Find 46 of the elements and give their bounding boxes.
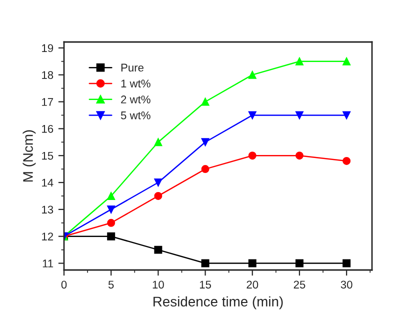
y-tick-label: 14	[42, 178, 54, 187]
point	[107, 232, 116, 240]
x-tick-label: 0	[61, 280, 67, 289]
y-tick-label: 12	[42, 232, 54, 240]
point	[107, 205, 116, 214]
legend-label: Pure	[121, 64, 144, 72]
y-tick-label: 15	[42, 152, 54, 160]
x-tick-label: 25	[294, 280, 306, 289]
y-tick-label: 11	[42, 260, 54, 268]
legend-label: 5 wt%	[120, 111, 150, 120]
point	[342, 156, 351, 165]
point	[154, 138, 162, 146]
point	[154, 246, 162, 254]
legend-label: 1 wt%	[121, 80, 150, 88]
point	[201, 165, 210, 174]
point	[201, 98, 210, 106]
point	[248, 152, 256, 160]
point	[248, 70, 256, 79]
point	[154, 192, 162, 200]
point	[201, 259, 210, 268]
point	[295, 152, 304, 160]
y-tick-label: 17	[42, 98, 54, 106]
point	[295, 57, 304, 66]
y-tick-label: 13	[42, 206, 54, 214]
legend-label: 2 wt%	[121, 96, 150, 104]
y-tick-label: 18	[42, 71, 54, 79]
point	[248, 259, 256, 268]
point	[342, 57, 351, 66]
x-tick-label: 30	[340, 280, 352, 289]
point	[107, 218, 116, 227]
point	[154, 178, 162, 187]
x-tick-label: 20	[246, 280, 258, 289]
point	[107, 192, 116, 200]
x-axis-title: Residence time (min)	[154, 296, 283, 310]
point	[248, 111, 256, 120]
point	[342, 259, 351, 268]
y-tick-label: 19	[42, 44, 54, 52]
x-tick-label: 15	[200, 280, 211, 289]
point	[201, 138, 210, 146]
x-tick-label: 10	[152, 280, 164, 289]
x-tick-label: 5	[108, 280, 114, 289]
point	[295, 259, 304, 268]
point	[295, 111, 304, 120]
point	[342, 111, 351, 120]
y-axis-title: M (Ncm)	[22, 130, 36, 182]
y-tick-label: 16	[42, 124, 54, 133]
